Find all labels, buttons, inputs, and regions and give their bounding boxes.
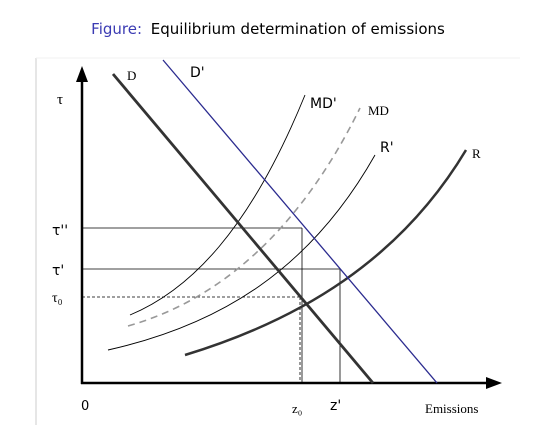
tau-double-prime-label: τ'' bbox=[52, 223, 68, 239]
r-label: R bbox=[472, 146, 481, 161]
title-prefix: Figure: bbox=[91, 20, 142, 38]
y-axis-label: τ bbox=[57, 92, 63, 108]
origin-label: 0 bbox=[81, 399, 89, 414]
md-prime-curve bbox=[129, 94, 306, 316]
r-prime-curve bbox=[107, 154, 376, 351]
y-arrow bbox=[76, 66, 88, 82]
d-curve bbox=[111, 73, 375, 384]
d-prime-curve bbox=[162, 59, 438, 384]
z-zero-label: z₀ bbox=[292, 401, 302, 416]
title-text: Equilibrium determination of emissions bbox=[151, 20, 445, 38]
tau-prime-label: τ' bbox=[52, 263, 64, 279]
x-arrow bbox=[486, 377, 502, 389]
x-axis-label: Emissions bbox=[425, 401, 478, 416]
md-label: MD bbox=[368, 103, 389, 118]
r-curve bbox=[184, 149, 468, 357]
d-prime-label: D' bbox=[190, 65, 205, 81]
tau-zero-label: τ₀ bbox=[52, 291, 63, 306]
figure-title: Figure: Equilibrium determination of emi… bbox=[91, 20, 445, 38]
d-label: D bbox=[127, 68, 136, 83]
md-curve bbox=[127, 107, 361, 327]
md-prime-label: MD' bbox=[310, 96, 337, 112]
z-prime-label: z' bbox=[330, 398, 341, 414]
r-prime-label: R' bbox=[380, 140, 394, 156]
